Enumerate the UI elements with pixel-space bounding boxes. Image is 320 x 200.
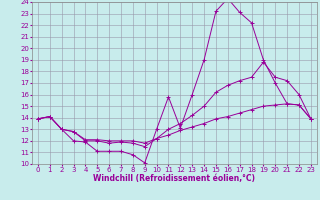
- X-axis label: Windchill (Refroidissement éolien,°C): Windchill (Refroidissement éolien,°C): [93, 174, 255, 183]
